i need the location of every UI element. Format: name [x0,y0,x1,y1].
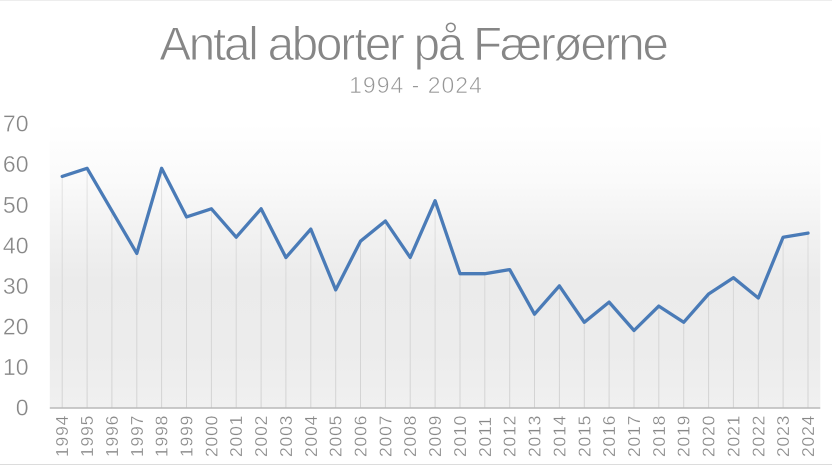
svg-text:2018: 2018 [649,415,669,457]
svg-text:1998: 1998 [152,415,172,457]
svg-text:10: 10 [3,354,29,380]
svg-text:2012: 2012 [500,415,520,457]
svg-text:70: 70 [3,111,29,137]
svg-text:2017: 2017 [624,415,644,457]
svg-text:1996: 1996 [102,415,122,457]
svg-text:0: 0 [16,395,29,421]
svg-text:2001: 2001 [226,415,246,457]
svg-text:2006: 2006 [351,415,371,457]
svg-text:2020: 2020 [699,415,719,457]
svg-text:2000: 2000 [201,415,221,457]
svg-text:2016: 2016 [599,415,619,457]
svg-text:2008: 2008 [400,415,420,457]
svg-text:2024: 2024 [798,415,818,457]
svg-text:2002: 2002 [251,415,271,457]
svg-text:1999: 1999 [177,415,197,457]
svg-text:2021: 2021 [723,415,743,457]
svg-text:1995: 1995 [77,415,97,457]
svg-text:2015: 2015 [574,415,594,457]
svg-text:2013: 2013 [525,415,545,457]
svg-text:2010: 2010 [450,415,470,457]
svg-text:1994: 1994 [52,415,72,457]
svg-text:60: 60 [3,151,29,177]
svg-text:50: 50 [3,192,29,218]
svg-text:2003: 2003 [276,415,296,457]
svg-text:20: 20 [3,313,29,339]
svg-text:1997: 1997 [127,415,147,457]
svg-text:2009: 2009 [425,415,445,457]
svg-text:2005: 2005 [326,415,346,457]
svg-text:2019: 2019 [674,415,694,457]
svg-text:2007: 2007 [375,415,395,457]
svg-text:2022: 2022 [748,415,768,457]
svg-text:2014: 2014 [549,415,569,457]
svg-text:2023: 2023 [773,415,793,457]
svg-text:30: 30 [3,273,29,299]
svg-text:2011: 2011 [475,416,495,457]
svg-text:40: 40 [3,232,29,258]
svg-text:2004: 2004 [301,415,321,457]
